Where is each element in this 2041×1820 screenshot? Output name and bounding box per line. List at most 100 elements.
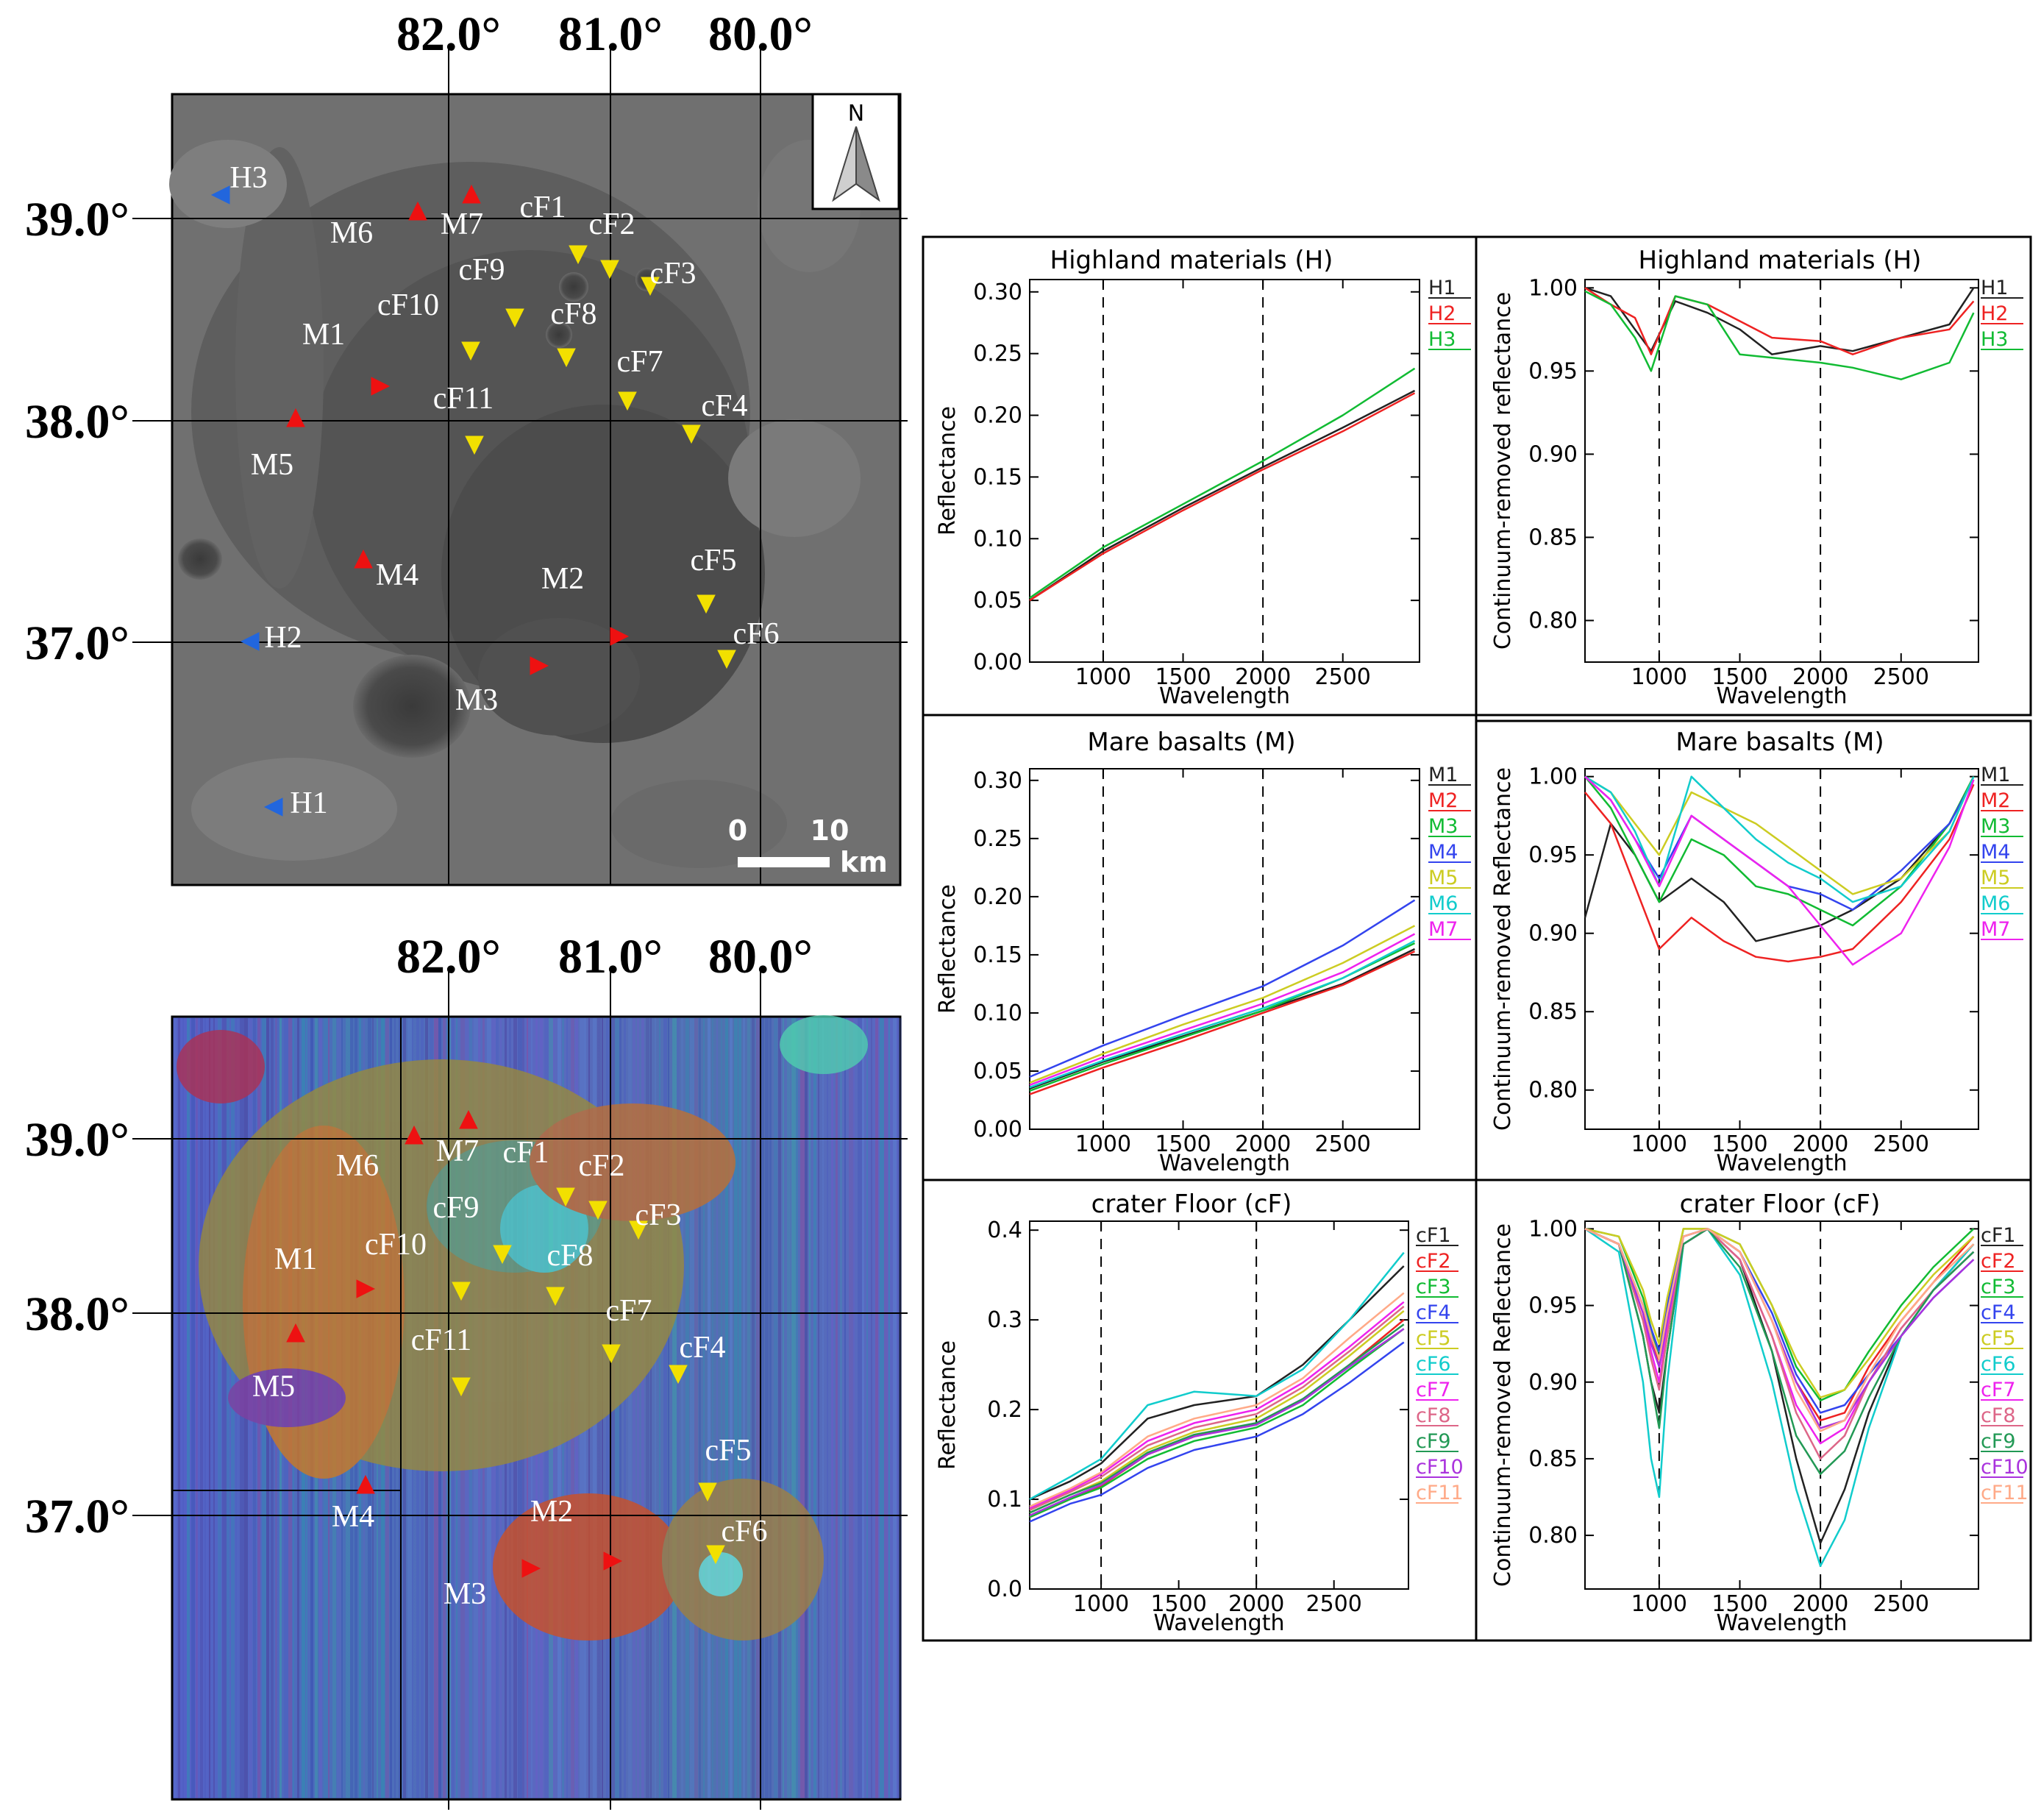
chart-title: crater Floor (cF) [1091,1190,1292,1219]
legend-h2: H2 [1981,302,2008,325]
map-bottom-label-m1: M1 [274,1243,317,1276]
stripe [624,1018,626,1798]
y-tick-label: 0.20 [973,403,1022,429]
grayscale-map: N 0 10 km H1 H2 H3 M1 M2 M3 M4 M5 M6 M7 cF1 cF2 cF3 c… [132,48,908,886]
stripe [875,1018,878,1798]
map-top-marker-m5 [286,408,305,427]
lat-label-37-b: 37.0° [25,1490,129,1543]
map-bottom-label-cf9: cF9 [433,1191,480,1225]
x-tick-label: 1000 [1631,1131,1687,1157]
map-bottom-label-cf2: cF2 [579,1149,625,1183]
series-line-cf8 [1029,1305,1405,1511]
y-tick-label: 0.25 [973,826,1022,852]
legend-m1: M1 [1428,764,1458,786]
map-top-marker-cf11 [465,436,484,455]
spectral-charts: Highland materials (H) 1000 1500 2000 2500 0.… [935,246,2028,1636]
stripe [747,1018,750,1798]
stripe [866,1018,868,1798]
y-tick-label: 0.90 [1528,441,1578,467]
x-axis-label: Wavelength [1717,1151,1848,1176]
map-bottom-label-m2: M2 [530,1495,573,1529]
y-axis-label: Reflectance [935,406,961,536]
legend-cf6: cF6 [1981,1353,2016,1376]
plot-area [1029,768,1420,1130]
stripe [672,1018,677,1798]
series-line-h2 [1584,287,1975,355]
stripe [699,1018,701,1798]
x-tick-label: 2000 [1792,1131,1848,1157]
stripe [716,1018,718,1798]
x-tick-label: 1500 [1150,1591,1206,1617]
map-top-label-m6: M6 [330,216,373,250]
map-top-label-m4: M4 [376,558,418,592]
y-tick-label: 0.30 [973,768,1022,794]
stripe [668,1018,669,1798]
series-line-m6 [1584,775,1975,903]
x-tick-label: 1500 [1711,664,1767,690]
y-tick-label: 0.00 [973,650,1022,675]
legend-cf1: cF1 [1981,1224,2016,1247]
legend-h2: H2 [1428,302,1456,325]
map-top-label-m5: M5 [251,448,293,482]
stripe [743,1018,745,1798]
legend-cf10: cF10 [1981,1456,2028,1479]
stripe [187,1018,190,1798]
map-top-marker-cf9 [505,308,524,328]
stripe [769,1018,772,1798]
x-tick-label: 2000 [1792,664,1848,690]
legend-cf4: cF4 [1416,1301,1451,1324]
legend-h3: H3 [1428,328,1456,351]
y-tick-label: 0.15 [973,464,1022,490]
y-axis-label: Continuum-removed Reflectance [1490,767,1516,1131]
y-tick-label: 0.90 [1528,1370,1578,1396]
lon-label-82-b: 82.0° [396,930,501,984]
y-axis-label: Reflectance [935,884,961,1014]
y-tick-label: 0.95 [1528,1293,1578,1319]
map-bottom-marker-m6 [405,1125,424,1145]
stripe [178,1018,180,1798]
legend-cf8: cF8 [1981,1404,2016,1427]
stripe [655,1018,656,1798]
stripe [818,1018,819,1798]
y-tick-label: 0.20 [973,884,1022,910]
series-line-cf9 [1029,1323,1405,1514]
legend-cf2: cF2 [1416,1250,1451,1273]
x-axis-label: Wavelength [1717,683,1848,709]
stripe [721,1018,722,1798]
map-top-label-h2: H2 [264,621,302,655]
stripe [849,1018,853,1798]
lat-label-38: 38.0° [25,395,129,449]
legend-m6: M6 [1981,892,2010,915]
stripe [677,1018,680,1798]
y-tick-label: 0.0 [987,1576,1022,1602]
map-top-label-cf6: cF6 [733,617,780,651]
x-tick-label: 2500 [1315,1131,1371,1157]
legend-cf11: cF11 [1981,1482,2028,1504]
y-tick-label: 0.95 [1528,358,1578,384]
stripe [222,1018,227,1798]
lon-label-81-b: 81.0° [558,930,663,984]
y-tick-label: 1.00 [1528,1216,1578,1242]
map-top-marker-h3 [210,185,230,205]
stripe [681,1018,683,1798]
y-tick-label: 0.80 [1528,1078,1578,1103]
lat-label-38-b: 38.0° [25,1287,129,1341]
series-line-cf8 [1584,1228,1975,1460]
sample-markers: M1 M2 M3 M4 M5 M6 M7 cF1 cF2 cF3 cF4 cF5 cF6 cF7 cF8 cF… [252,1109,768,1611]
y-tick-label: 0.05 [973,1059,1022,1084]
lat-label-39-b: 39.0° [25,1113,129,1167]
stripe [690,1018,694,1798]
map-top-marker-m2 [610,627,630,646]
chart-M_refl: Mare basalts (M) 1000 1500 2000 2500 0.00 0.05… [935,728,1471,1176]
scale-zero: 0 [728,814,747,847]
stripe [712,1018,713,1798]
stripe [871,1018,872,1798]
map-bottom-marker-cf5 [698,1482,717,1502]
legend-cf6: cF6 [1416,1353,1451,1376]
stripe [858,1018,862,1798]
map-top-marker-cf8 [557,348,576,368]
stripe [218,1018,221,1798]
legend-cf9: cF9 [1416,1430,1451,1453]
y-tick-label: 0.10 [973,526,1022,552]
series-line-cf7 [1029,1301,1405,1510]
